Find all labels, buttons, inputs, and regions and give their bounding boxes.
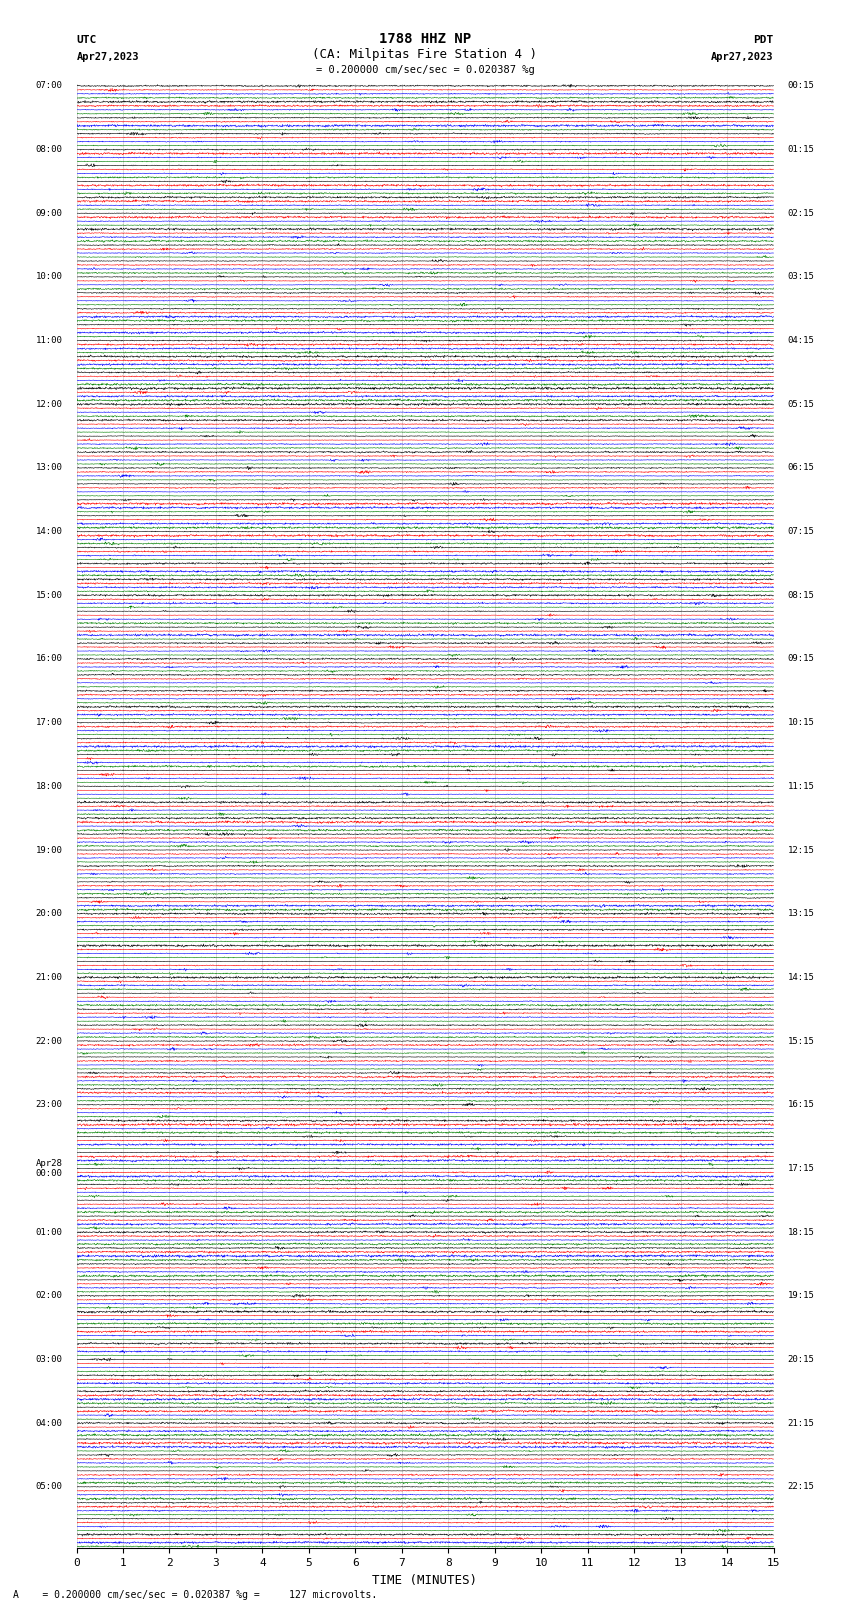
Text: 01:00: 01:00 bbox=[36, 1227, 63, 1237]
Text: 05:00: 05:00 bbox=[36, 1482, 63, 1492]
Text: 07:00: 07:00 bbox=[36, 81, 63, 90]
Text: 08:15: 08:15 bbox=[787, 590, 814, 600]
Text: 19:00: 19:00 bbox=[36, 845, 63, 855]
Text: 13:00: 13:00 bbox=[36, 463, 63, 473]
Text: 00:15: 00:15 bbox=[787, 81, 814, 90]
Text: 20:15: 20:15 bbox=[787, 1355, 814, 1365]
Text: 21:15: 21:15 bbox=[787, 1418, 814, 1428]
Text: 22:15: 22:15 bbox=[787, 1482, 814, 1492]
Text: 04:00: 04:00 bbox=[36, 1418, 63, 1428]
Text: 16:00: 16:00 bbox=[36, 655, 63, 663]
Text: Apr28
00:00: Apr28 00:00 bbox=[36, 1158, 63, 1177]
Text: 18:00: 18:00 bbox=[36, 782, 63, 790]
Text: 11:00: 11:00 bbox=[36, 336, 63, 345]
Text: Apr27,2023: Apr27,2023 bbox=[711, 52, 774, 61]
Text: 05:15: 05:15 bbox=[787, 400, 814, 408]
Text: 15:15: 15:15 bbox=[787, 1037, 814, 1045]
Text: PDT: PDT bbox=[753, 35, 774, 45]
Text: 02:15: 02:15 bbox=[787, 208, 814, 218]
Text: 02:00: 02:00 bbox=[36, 1292, 63, 1300]
Text: 17:15: 17:15 bbox=[787, 1165, 814, 1173]
Text: 06:15: 06:15 bbox=[787, 463, 814, 473]
Text: 11:15: 11:15 bbox=[787, 782, 814, 790]
Text: 18:15: 18:15 bbox=[787, 1227, 814, 1237]
Text: 12:00: 12:00 bbox=[36, 400, 63, 408]
X-axis label: TIME (MINUTES): TIME (MINUTES) bbox=[372, 1574, 478, 1587]
Text: 16:15: 16:15 bbox=[787, 1100, 814, 1110]
Text: 1788 HHZ NP: 1788 HHZ NP bbox=[379, 32, 471, 47]
Text: (CA: Milpitas Fire Station 4 ): (CA: Milpitas Fire Station 4 ) bbox=[313, 48, 537, 61]
Text: 23:00: 23:00 bbox=[36, 1100, 63, 1110]
Text: 14:00: 14:00 bbox=[36, 527, 63, 536]
Text: 01:15: 01:15 bbox=[787, 145, 814, 155]
Text: 22:00: 22:00 bbox=[36, 1037, 63, 1045]
Text: UTC: UTC bbox=[76, 35, 97, 45]
Text: 13:15: 13:15 bbox=[787, 910, 814, 918]
Text: Apr27,2023: Apr27,2023 bbox=[76, 52, 139, 61]
Text: 08:00: 08:00 bbox=[36, 145, 63, 155]
Text: 15:00: 15:00 bbox=[36, 590, 63, 600]
Text: 09:00: 09:00 bbox=[36, 208, 63, 218]
Text: 21:00: 21:00 bbox=[36, 973, 63, 982]
Text: 03:00: 03:00 bbox=[36, 1355, 63, 1365]
Text: 20:00: 20:00 bbox=[36, 910, 63, 918]
Text: 19:15: 19:15 bbox=[787, 1292, 814, 1300]
Text: 17:00: 17:00 bbox=[36, 718, 63, 727]
Text: 10:15: 10:15 bbox=[787, 718, 814, 727]
Text: 04:15: 04:15 bbox=[787, 336, 814, 345]
Text: 07:15: 07:15 bbox=[787, 527, 814, 536]
Text: 14:15: 14:15 bbox=[787, 973, 814, 982]
Text: 12:15: 12:15 bbox=[787, 845, 814, 855]
Text: 10:00: 10:00 bbox=[36, 273, 63, 281]
Text: 09:15: 09:15 bbox=[787, 655, 814, 663]
Text: 03:15: 03:15 bbox=[787, 273, 814, 281]
Text: = 0.200000 cm/sec/sec = 0.020387 %g: = 0.200000 cm/sec/sec = 0.020387 %g bbox=[315, 65, 535, 74]
Text: A    = 0.200000 cm/sec/sec = 0.020387 %g =     127 microvolts.: A = 0.200000 cm/sec/sec = 0.020387 %g = … bbox=[13, 1590, 377, 1600]
